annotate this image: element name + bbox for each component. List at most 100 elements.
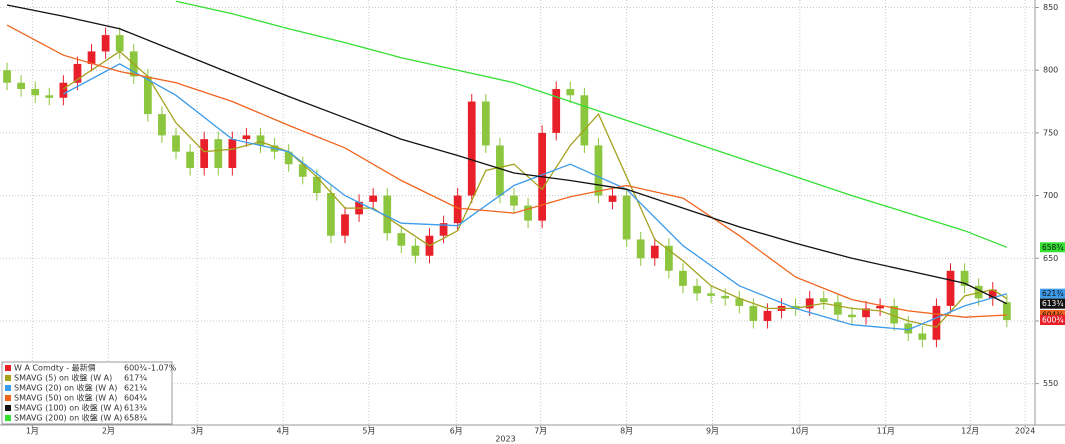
candle-body <box>214 139 223 168</box>
sma-line <box>63 50 1008 328</box>
y-tick-label: 850 <box>1043 3 1058 12</box>
candle-body <box>693 285 701 294</box>
legend-value: 613¾ <box>124 404 147 413</box>
candle-body <box>510 195 518 206</box>
price-tag-label: 604¾ <box>1042 310 1064 319</box>
price-tag-label: 658¾ <box>1042 243 1064 252</box>
candle-body <box>115 35 124 52</box>
y-tick-label: 700 <box>1043 191 1058 200</box>
legend: W A Comdty - 最新價 600¾ -1.07% SMAVG (5) on 收… <box>1 361 177 425</box>
candle-body <box>552 89 561 133</box>
candle-body <box>312 176 321 194</box>
legend-swatch <box>5 375 11 381</box>
x-tick-label: 5月 <box>362 427 375 436</box>
x-tick-label: 8月 <box>620 427 633 436</box>
candle-body <box>932 305 941 340</box>
x-tick-label: 1月 <box>26 427 39 436</box>
candle-body <box>960 270 969 286</box>
candle-body <box>467 101 476 196</box>
y-tick-label: 550 <box>1043 379 1058 388</box>
x-tick-label: 2月 <box>102 427 115 436</box>
candle-body <box>679 270 687 286</box>
candle-body <box>17 82 25 90</box>
candle-body <box>143 76 152 115</box>
legend-change: -1.07% <box>148 364 177 373</box>
legend-label: W A Comdty - 最新價 <box>14 363 96 373</box>
x-tick-label: 7月 <box>534 427 547 436</box>
price-tag <box>1040 293 1065 304</box>
legend-swatch <box>5 365 11 371</box>
candle-body <box>763 310 772 321</box>
candle-body <box>186 151 194 168</box>
candle-body <box>73 63 82 83</box>
candle-body <box>594 145 603 196</box>
y-tick-label: 650 <box>1043 254 1058 263</box>
candle-body <box>31 89 40 96</box>
legend-label: SMAVG (20) on 收盤 (W A) <box>14 383 117 393</box>
candle-body <box>580 95 589 146</box>
candle-body <box>496 145 504 196</box>
candle-body <box>988 289 997 299</box>
candle-body <box>327 193 335 236</box>
candle-body <box>833 302 842 315</box>
y-tick-label: 750 <box>1043 128 1058 137</box>
candle-body <box>284 151 293 165</box>
legend-value: 621¾ <box>124 384 147 393</box>
legend-swatch <box>5 415 11 421</box>
x-tick-label: 3月 <box>191 427 204 436</box>
candle-body <box>650 245 659 259</box>
candle-body <box>298 164 307 177</box>
x-tick-label: 2024 <box>1015 427 1035 436</box>
candle-body <box>636 239 645 259</box>
candle-body <box>721 295 730 299</box>
candle-body <box>566 89 575 96</box>
legend-label: SMAVG (100) on 收盤 (W A) <box>14 403 122 413</box>
price-tag <box>1040 242 1065 253</box>
candle-body <box>946 270 955 306</box>
candle-body <box>45 95 54 98</box>
x-tick-label: 9月 <box>706 427 719 436</box>
candle-body <box>890 305 899 324</box>
candle-body <box>819 298 828 303</box>
legend-label: SMAVG (50) on 收盤 (W A) <box>14 393 117 403</box>
candle-body <box>101 35 110 52</box>
candle-body <box>87 51 96 64</box>
legend-swatch <box>5 395 11 401</box>
x-tick-label: 11月 <box>877 427 895 436</box>
x-tick-label: 4月 <box>276 427 289 436</box>
candle-body <box>59 82 68 98</box>
legend-label: SMAVG (5) on 收盤 (W A) <box>14 373 112 383</box>
sma-line <box>6 4 1008 305</box>
legend-value: 658¾ <box>124 414 147 423</box>
candle-body <box>256 135 265 146</box>
candle-body <box>172 135 180 152</box>
legend-swatch <box>5 405 11 411</box>
candle-body <box>749 305 758 321</box>
price-tag-label: 613¾ <box>1042 299 1064 308</box>
sma-line <box>6 24 1007 318</box>
candle-body <box>481 101 490 146</box>
candle-body <box>383 195 392 234</box>
candle-body <box>411 245 420 256</box>
price-tag <box>1040 298 1065 309</box>
plot <box>3 0 1011 348</box>
sma-line <box>63 63 1007 331</box>
candle-body <box>524 205 532 221</box>
price-tag <box>1040 309 1065 320</box>
candle-body <box>242 135 251 140</box>
legend-box <box>1 361 173 425</box>
candle-body <box>805 298 814 309</box>
price-tag <box>1040 315 1065 326</box>
legend-label: SMAVG (200) on 收盤 (W A) <box>14 413 122 423</box>
candle-body <box>608 195 617 202</box>
candle-body <box>158 114 166 136</box>
candle-body <box>707 293 715 296</box>
sma-line <box>175 0 1008 248</box>
price-tag <box>1040 288 1065 299</box>
y-tick-label: 800 <box>1043 66 1058 75</box>
legend-value: 600¾ <box>124 364 147 373</box>
candle-body <box>200 139 209 168</box>
candle-body <box>918 333 927 340</box>
